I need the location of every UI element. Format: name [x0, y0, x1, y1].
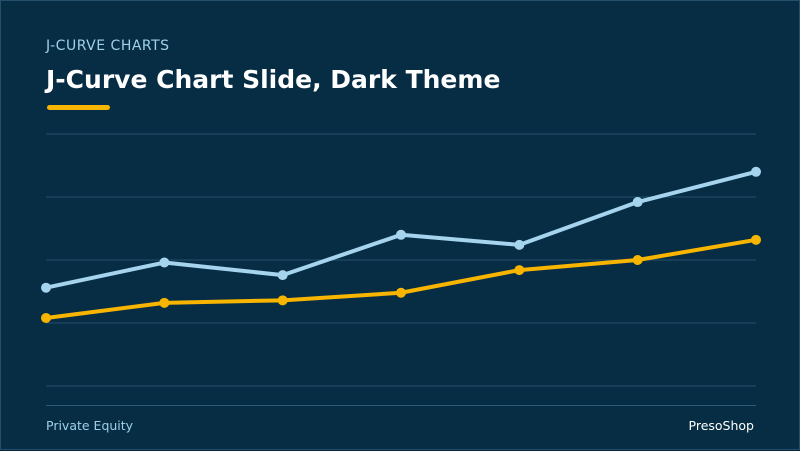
data-point — [396, 229, 406, 240]
data-point — [514, 239, 525, 250]
data-point — [751, 166, 761, 177]
data-point — [159, 257, 170, 268]
data-point — [751, 234, 761, 245]
title-underline-accent — [47, 105, 110, 110]
slide-title: J-Curve Chart Slide, Dark Theme — [46, 65, 501, 94]
data-point — [41, 312, 51, 323]
data-point — [396, 287, 406, 298]
data-point — [514, 265, 525, 276]
footer-category-label: Private Equity — [46, 418, 134, 433]
series-line — [44, 237, 758, 320]
series-1 — [41, 166, 761, 293]
data-point — [159, 297, 170, 308]
data-point — [632, 255, 643, 265]
series-2 — [41, 234, 761, 323]
chart-gridlines — [46, 133, 756, 387]
eyebrow-label: J-CURVE CHARTS — [46, 38, 170, 54]
series-line — [44, 169, 758, 290]
data-point — [277, 270, 288, 281]
footer-divider — [46, 405, 756, 406]
data-point — [41, 282, 51, 293]
data-point — [632, 197, 643, 208]
chart-series — [41, 166, 761, 323]
footer-brand-label: PresoShop — [688, 418, 754, 433]
data-point — [277, 295, 288, 306]
